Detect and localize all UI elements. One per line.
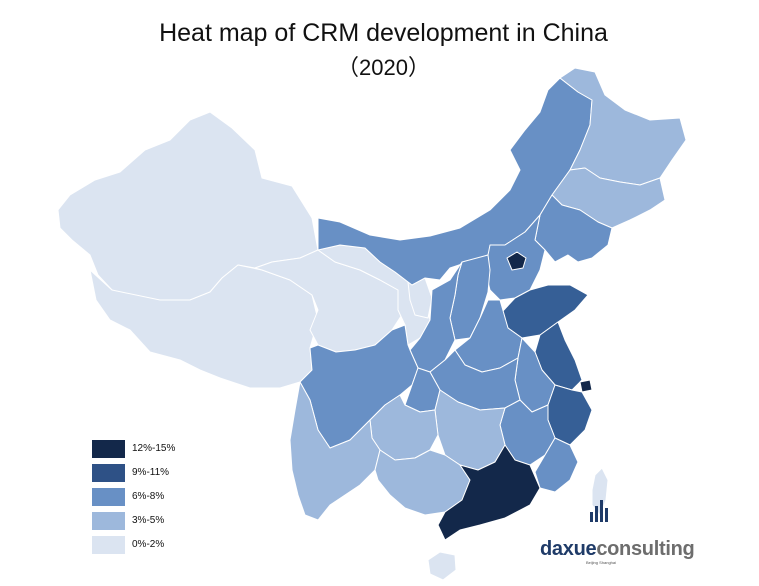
region-liaoning [534, 194, 613, 263]
legend-item: 6%-8% [92, 488, 292, 506]
logo-wordmark: daxueconsulting [540, 538, 695, 560]
legend-item: 12%-15% [92, 440, 292, 458]
legend-item: 3%-5% [92, 512, 292, 530]
region-shanghai [579, 379, 593, 393]
legend-swatch [92, 440, 125, 458]
legend-swatch [92, 464, 125, 482]
legend-label: 9%-11% [132, 467, 170, 478]
region-shaanxi [409, 261, 463, 373]
region-beijing [506, 251, 527, 271]
legend-item: 9%-11% [92, 464, 292, 482]
legend-swatch [92, 512, 125, 530]
bohai-sea [540, 255, 578, 285]
daxue-consulting-logo: daxueconsulting Beijing Shanghai [528, 500, 708, 565]
chart-title: Heat map of CRM development in China [159, 19, 608, 47]
legend-swatch [92, 536, 125, 554]
region-yunnan [289, 381, 381, 521]
chart-subtitle: （2020） [337, 55, 430, 80]
region-guangdong [437, 444, 541, 541]
legend-label: 12%-15% [132, 443, 176, 454]
logo-subtext: Beijing Shanghai [586, 560, 617, 565]
legend-label: 6%-8% [132, 491, 165, 502]
region-taiwan [591, 467, 609, 516]
region-hainan [427, 551, 457, 581]
legend-label: 0%-2% [132, 539, 165, 550]
region-fujian [534, 437, 579, 493]
legend-label: 3%-5% [132, 515, 165, 526]
legend-swatch [92, 488, 125, 506]
legend-item: 0%-2% [92, 536, 292, 554]
